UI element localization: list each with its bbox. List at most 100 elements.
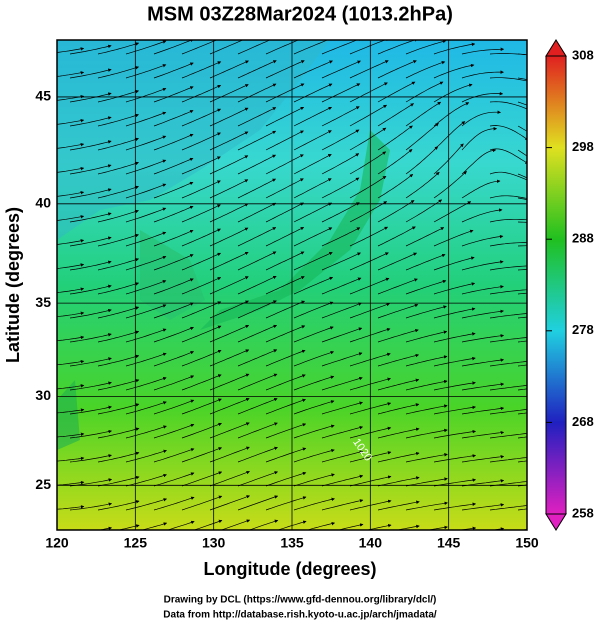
streamline [153,375,195,391]
streamline [293,448,335,463]
streamline [461,179,501,199]
streamline [237,422,278,439]
streamline [237,471,279,487]
streamline [57,47,85,53]
streamline [265,251,305,271]
streamline [69,188,112,199]
streamline [433,282,476,295]
streamline [57,384,85,390]
x-tick-label: 140 [359,535,383,551]
streamline [517,508,527,511]
streamline [321,352,363,367]
streamline [181,422,222,439]
streamline [321,227,361,247]
streamline [153,110,194,127]
streamline [97,379,140,391]
streamline [166,520,195,530]
streamline [237,60,277,79]
streamline [69,357,112,367]
streamline [248,519,279,530]
streamline [377,476,420,487]
streamline [265,60,305,79]
streamline [97,306,140,319]
streamline [517,101,527,106]
colorbar [545,55,567,515]
streamline [293,301,334,319]
streamline [125,401,167,415]
streamline [237,324,278,343]
streamline [69,116,112,127]
streamline [321,252,361,271]
streamline [265,202,304,223]
streamline [97,66,140,79]
streamline [57,94,85,101]
streamline [265,106,305,127]
streamline [97,42,140,55]
streamline [293,252,333,271]
streamline [489,361,527,367]
streamline [97,427,140,439]
x-tick-label: 135 [280,535,304,551]
streamline [293,83,333,103]
streamline [125,280,167,295]
streamline [125,473,167,487]
streamline [69,502,113,511]
streamline [125,352,167,367]
streamline [377,149,413,175]
streamline [125,40,167,55]
streamline [97,451,140,463]
streamline [405,40,447,55]
streamline [489,101,527,110]
streamline [153,254,194,271]
streamline [69,454,112,463]
streamline [433,332,476,343]
streamline [181,495,223,511]
streamline [57,311,85,318]
streamline [153,181,194,199]
colorbar-tick-label: 258 [572,505,594,520]
streamline [377,173,414,199]
streamline [153,278,194,295]
streamline [433,478,477,487]
streamline [517,340,527,343]
streamline [349,82,388,103]
streamline [153,62,194,79]
streamline [57,263,85,269]
streamline [97,282,140,295]
streamline [125,87,167,103]
streamline [69,284,112,295]
streamline [125,425,167,439]
streamline [181,325,222,343]
streamline [405,279,447,295]
streamline [97,526,113,530]
streamline [349,104,388,127]
streamline [57,335,85,342]
streamline [321,376,363,391]
colorbar-tick-label: 268 [572,414,594,429]
streamline [433,42,476,55]
land [57,40,390,450]
streamline [349,201,388,223]
streamline [405,428,448,439]
streamline [405,171,440,199]
streamline [489,265,527,271]
streamline [405,227,445,247]
streamline [237,495,279,511]
streamline [265,325,306,343]
streamline [276,520,307,530]
colorbar-tick-label: 298 [572,139,594,154]
streamline [237,202,277,223]
streamline [57,142,85,149]
x-tick-label: 130 [202,535,226,551]
streamline [181,471,223,487]
streamline [405,453,448,463]
streamline [125,231,167,247]
streamline [489,171,527,182]
streamline [237,446,278,463]
streamline [433,143,464,175]
streamline [462,26,504,30]
streamline [265,423,307,439]
streamline [265,471,307,487]
streamline [97,475,140,487]
